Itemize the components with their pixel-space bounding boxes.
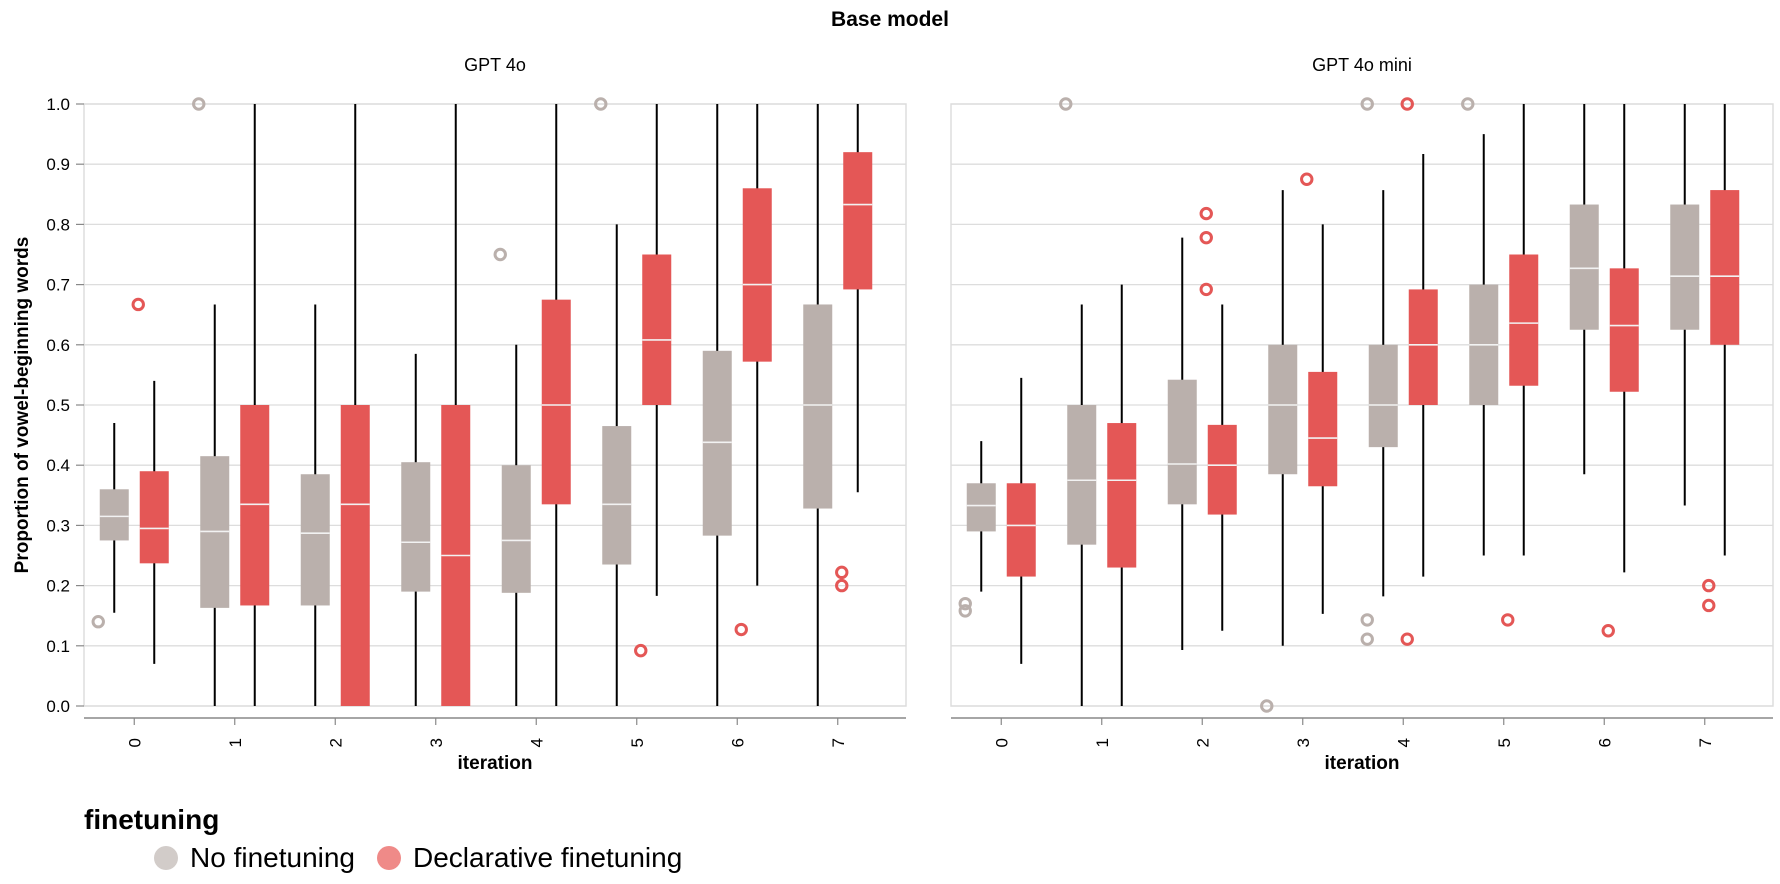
panel-2-no-finetuning-outlier bbox=[1360, 97, 1374, 111]
panel-2-no-finetuning-box bbox=[1067, 405, 1097, 545]
y-tick-label: 0.6 bbox=[46, 336, 70, 355]
legend-item-no-finetuning: No finetuning bbox=[154, 842, 355, 874]
panel-1-x-tick-label: 6 bbox=[728, 738, 747, 747]
panel-1-no-finetuning-box bbox=[99, 489, 129, 541]
panel-2-no-finetuning-outlier bbox=[1360, 632, 1374, 646]
legend-label-no-finetuning: No finetuning bbox=[190, 842, 356, 873]
panel-2-no-finetuning-outlier bbox=[1059, 97, 1073, 111]
panel-2-declarative-finetuning-box bbox=[1207, 424, 1237, 515]
panel-2-x-tick-label: 0 bbox=[992, 738, 1011, 747]
panel-1-declarative-finetuning-box bbox=[340, 405, 370, 706]
panel-1-x-tick-label: 5 bbox=[628, 738, 647, 747]
chart-title: Base model bbox=[831, 8, 949, 31]
panel-2-declarative-finetuning-box bbox=[1509, 254, 1539, 386]
panel-2-declarative-finetuning-outlier bbox=[1501, 613, 1515, 627]
panel-2-declarative-finetuning-outlier bbox=[1199, 230, 1213, 245]
panel-2-no-finetuning-outlier bbox=[958, 596, 972, 611]
panel-2-no-finetuning-outlier bbox=[958, 604, 972, 618]
legend-swatch-no-finetuning bbox=[154, 846, 178, 870]
panel-1-x-tick-label: 4 bbox=[527, 738, 546, 747]
panel-2-declarative-finetuning-box bbox=[1308, 371, 1338, 487]
panel-1-declarative-finetuning-box bbox=[541, 299, 571, 505]
panel-1-no-finetuning-box bbox=[702, 350, 732, 536]
panel-2-declarative-finetuning-box bbox=[1609, 268, 1639, 392]
panel-1-no-finetuning-box bbox=[501, 465, 531, 593]
panel-2-no-finetuning-box bbox=[1368, 344, 1398, 448]
panel-2-no-finetuning-outlier bbox=[1461, 97, 1475, 111]
panel-1-no-finetuning-box bbox=[401, 462, 431, 592]
panel-2-x-tick-label: 6 bbox=[1595, 738, 1614, 747]
panel-2-no-finetuning-box bbox=[966, 483, 996, 532]
panel-2-x-tick-label: 2 bbox=[1193, 738, 1212, 747]
legend-item-declarative-finetuning: Declarative finetuning bbox=[377, 842, 682, 874]
panel-2-x-axis-label: iteration bbox=[1325, 753, 1400, 774]
panel-2-no-finetuning-box bbox=[1167, 379, 1197, 505]
y-tick-label: 0.0 bbox=[46, 697, 70, 716]
panel-1-declarative-finetuning-box bbox=[642, 254, 672, 405]
panel-2-x-tick-label: 7 bbox=[1696, 738, 1715, 747]
panel-2-declarative-finetuning-box bbox=[1710, 190, 1740, 345]
panel-1-declarative-finetuning-outlier bbox=[634, 643, 648, 658]
panel-1-declarative-finetuning-outlier bbox=[835, 565, 849, 580]
y-tick-label: 0.8 bbox=[46, 215, 70, 234]
panel-2-no-finetuning-box bbox=[1268, 344, 1298, 475]
y-tick-label: 0.7 bbox=[46, 276, 70, 295]
panel-2-no-finetuning-outlier bbox=[1360, 613, 1374, 627]
panel-1-x-tick-label: 1 bbox=[226, 738, 245, 747]
panel-2-declarative-finetuning-outlier bbox=[1400, 97, 1414, 111]
y-tick-label: 0.2 bbox=[46, 577, 70, 596]
y-tick-label: 0.3 bbox=[46, 516, 70, 535]
panel-1-no-finetuning-box bbox=[602, 426, 632, 565]
panel-2-no-finetuning-box bbox=[1670, 204, 1700, 330]
panel-1-declarative-finetuning-box bbox=[742, 188, 772, 362]
panel-1-no-finetuning-outlier bbox=[594, 97, 608, 111]
panel-2-declarative-finetuning-outlier bbox=[1199, 206, 1213, 221]
panel-2-x-tick-label: 4 bbox=[1394, 738, 1413, 747]
panel-2-declarative-finetuning-outlier bbox=[1601, 624, 1615, 638]
panel-2-x-tick-label: 1 bbox=[1093, 738, 1112, 747]
panel-1-x-axis-label: iteration bbox=[458, 753, 533, 774]
panel-1-no-finetuning-outlier bbox=[493, 247, 507, 262]
panel-2-no-finetuning-outlier bbox=[1260, 699, 1274, 713]
y-tick-label: 1.0 bbox=[46, 95, 70, 114]
panel-1-declarative-finetuning-box bbox=[843, 152, 873, 290]
panel-1-declarative-finetuning-outlier bbox=[734, 622, 748, 637]
panel-2-declarative-finetuning-box bbox=[1408, 289, 1438, 405]
y-tick-label: 0.1 bbox=[46, 637, 70, 656]
panel-2-declarative-finetuning-outlier bbox=[1199, 282, 1213, 297]
panel-2-declarative-finetuning-outlier bbox=[1400, 632, 1414, 646]
legend-title: finetuning bbox=[84, 804, 220, 835]
panel-1-no-finetuning-box bbox=[300, 474, 330, 606]
panel-2-no-finetuning-box bbox=[1569, 204, 1599, 330]
panel-2-declarative-finetuning-box bbox=[1107, 423, 1137, 568]
panel-2-x-tick-label: 5 bbox=[1495, 738, 1514, 747]
panel-1-no-finetuning-outlier bbox=[91, 615, 105, 629]
legend: finetuning No finetuning Declarative fin… bbox=[84, 804, 704, 874]
panel-2-declarative-finetuning-outlier bbox=[1300, 172, 1314, 186]
panel-2-declarative-finetuning-outlier bbox=[1702, 578, 1716, 593]
panel-2-declarative-finetuning-box bbox=[1006, 483, 1036, 577]
legend-label-declarative-finetuning: Declarative finetuning bbox=[413, 842, 683, 873]
panel-1-title: GPT 4o bbox=[464, 55, 526, 75]
legend-swatch-declarative-finetuning bbox=[377, 846, 402, 870]
panel-1-x-tick-label: 7 bbox=[829, 738, 848, 747]
panel-1-x-tick-label: 0 bbox=[125, 738, 144, 747]
y-tick-label: 0.9 bbox=[46, 155, 70, 174]
panel-2-declarative-finetuning-outlier bbox=[1702, 598, 1716, 613]
y-tick-label: 0.4 bbox=[46, 456, 70, 475]
panel-1-x-tick-label: 3 bbox=[427, 738, 446, 747]
panel-1-no-finetuning-box bbox=[803, 304, 833, 509]
panel-1-declarative-finetuning-outlier bbox=[835, 578, 849, 593]
y-axis-label: Proportion of vowel-beginning words bbox=[12, 237, 33, 574]
panel-1-x-tick-label: 2 bbox=[326, 738, 345, 747]
panel-1-declarative-finetuning-box bbox=[139, 471, 169, 564]
panel-1-no-finetuning-outlier bbox=[192, 97, 206, 111]
panel-2-x-tick-label: 3 bbox=[1294, 738, 1313, 747]
panel-1-declarative-finetuning-box bbox=[240, 405, 270, 606]
panel-1-declarative-finetuning-outlier bbox=[131, 297, 145, 312]
y-tick-label: 0.5 bbox=[46, 396, 70, 415]
panel-2-title: GPT 4o mini bbox=[1312, 55, 1412, 75]
